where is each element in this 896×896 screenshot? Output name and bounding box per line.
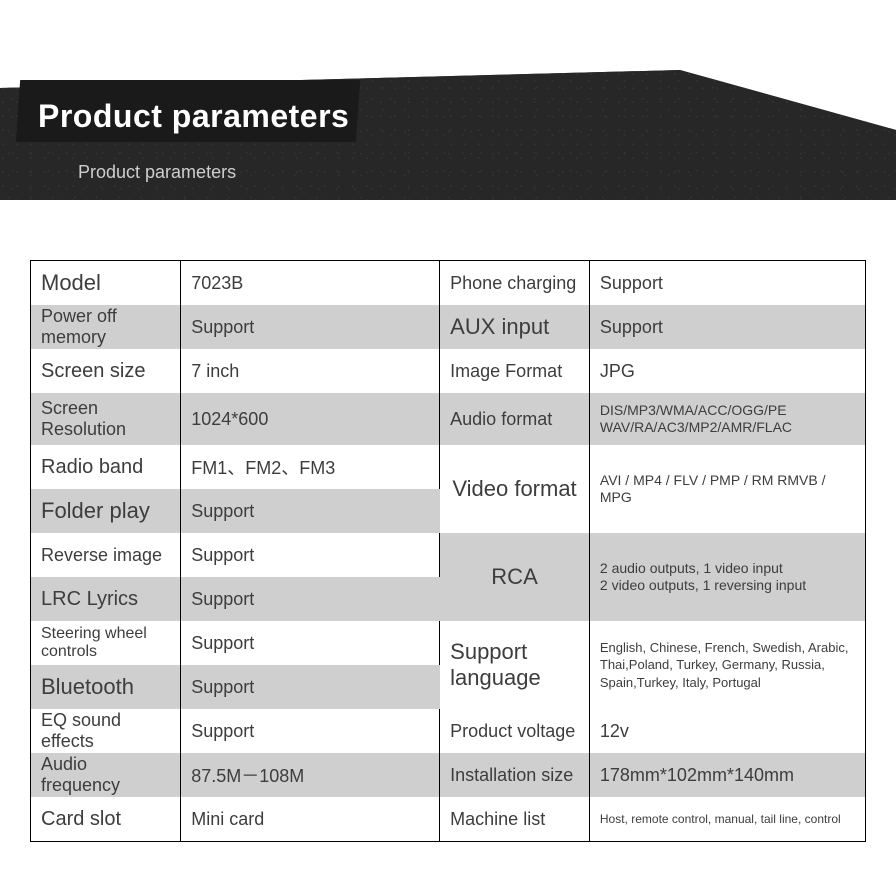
table-row: Audio frequency 87.5M－108M Installation … — [31, 753, 865, 797]
value-power-off-memory: Support — [181, 305, 440, 349]
table-row: Power off memory Support AUX input Suppo… — [31, 305, 865, 349]
value-video-format: AVI / MP4 / FLV / PMP / RM RMVB / MPG — [589, 445, 865, 533]
label-card-slot: Card slot — [31, 797, 181, 841]
label-reverse-image: Reverse image — [31, 533, 181, 577]
value-rca: 2 audio outputs, 1 video input 2 video o… — [589, 533, 865, 621]
table-row: Screen size 7 inch Image Format JPG — [31, 349, 865, 393]
value-image-format: JPG — [589, 349, 865, 393]
value-bluetooth: Support — [181, 665, 440, 709]
label-lrc-lyrics: LRC Lyrics — [31, 577, 181, 621]
header-banner: Product parameters Product parameters — [0, 70, 896, 200]
label-model: Model — [31, 261, 181, 305]
value-radio-band: FM1、FM2、FM3 — [181, 445, 440, 489]
value-machine-list: Host, remote control, manual, tail line,… — [589, 797, 865, 841]
label-audio-format: Audio format — [440, 393, 590, 445]
value-aux-input: Support — [589, 305, 865, 349]
label-eq: EQ sound effects — [31, 709, 181, 753]
label-power-off-memory: Power off memory — [31, 305, 181, 349]
label-screen-size: Screen size — [31, 349, 181, 393]
value-install-size: 178mm*102mm*140mm — [589, 753, 865, 797]
label-radio-band: Radio band — [31, 445, 181, 489]
value-phone-charging: Support — [589, 261, 865, 305]
value-model: 7023B — [181, 261, 440, 305]
label-video-format: Video format — [440, 445, 590, 533]
label-support-language: Support language — [440, 621, 590, 709]
banner-subtitle: Product parameters — [78, 162, 236, 183]
table-row: Steering wheel controls Support Support … — [31, 621, 865, 665]
value-card-slot: Mini card — [181, 797, 440, 841]
value-screen-size: 7 inch — [181, 349, 440, 393]
value-support-language: English, Chinese, French, Swedish, Arabi… — [589, 621, 865, 709]
label-bluetooth: Bluetooth — [31, 665, 181, 709]
value-audio-freq: 87.5M－108M — [181, 753, 440, 797]
label-folder-play: Folder play — [31, 489, 181, 533]
table-row: Reverse image Support RCA 2 audio output… — [31, 533, 865, 577]
label-audio-freq: Audio frequency — [31, 753, 181, 797]
banner-title: Product parameters — [38, 98, 349, 135]
value-folder-play: Support — [181, 489, 440, 533]
value-eq: Support — [181, 709, 440, 753]
label-screen-res: Screen Resolution — [31, 393, 181, 445]
label-phone-charging: Phone charging — [440, 261, 590, 305]
table-row: Model 7023B Phone charging Support — [31, 261, 865, 305]
value-steering: Support — [181, 621, 440, 665]
label-aux-input: AUX input — [440, 305, 590, 349]
label-product-voltage: Product voltage — [440, 709, 590, 753]
table-row: Radio band FM1、FM2、FM3 Video format AVI … — [31, 445, 865, 489]
params-table: Model 7023B Phone charging Support Power… — [30, 260, 866, 842]
label-machine-list: Machine list — [440, 797, 590, 841]
value-reverse-image: Support — [181, 533, 440, 577]
table-row: Card slot Mini card Machine list Host, r… — [31, 797, 865, 841]
value-audio-format: DIS/MP3/WMA/ACC/OGG/PE WAV/RA/AC3/MP2/AM… — [589, 393, 865, 445]
label-rca: RCA — [440, 533, 590, 621]
table-row: Screen Resolution 1024*600 Audio format … — [31, 393, 865, 445]
label-steering: Steering wheel controls — [31, 621, 181, 665]
params-table-inner: Model 7023B Phone charging Support Power… — [31, 261, 865, 841]
value-product-voltage: 12v — [589, 709, 865, 753]
value-screen-res: 1024*600 — [181, 393, 440, 445]
label-install-size: Installation size — [440, 753, 590, 797]
table-row: EQ sound effects Support Product voltage… — [31, 709, 865, 753]
label-image-format: Image Format — [440, 349, 590, 393]
value-lrc-lyrics: Support — [181, 577, 440, 621]
